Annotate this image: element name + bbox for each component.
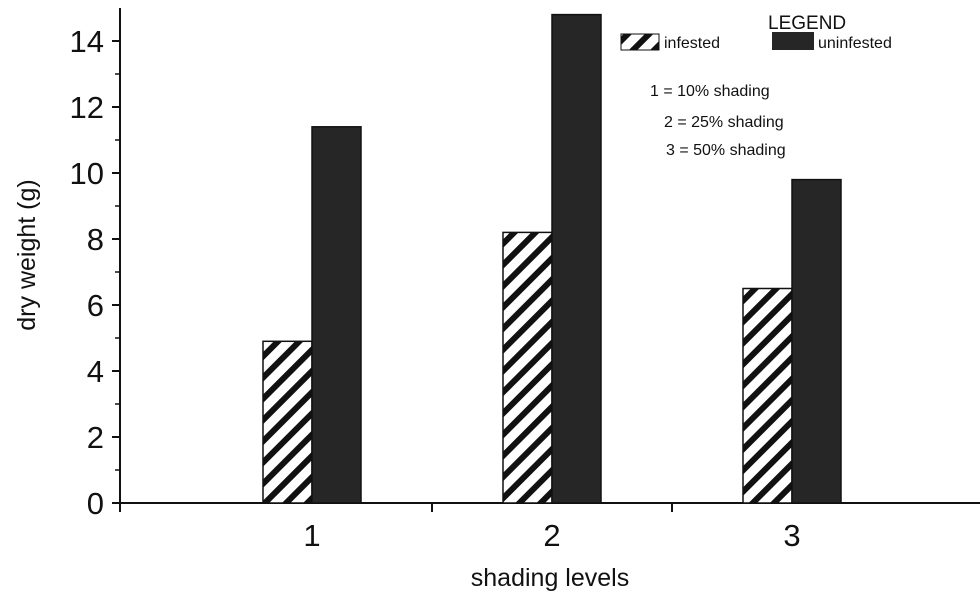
- y-axis-title: dry weight (g): [13, 179, 41, 330]
- bar-uninfested-3: [791, 178, 842, 504]
- legend-title: LEGEND: [768, 13, 846, 34]
- bar-infested-1: [262, 340, 313, 504]
- y-tick-label-4: 4: [87, 354, 104, 389]
- x-axis-title: shading levels: [471, 564, 629, 592]
- y-tick-label-8: 8: [87, 222, 104, 257]
- x-ticks: 1 2 3: [119, 503, 801, 553]
- legend-note-3: 3 = 50% shading: [666, 142, 786, 159]
- bar-uninfested-2: [551, 13, 602, 504]
- y-ticks: 0 2 4 6 8 10 12 14: [70, 24, 120, 521]
- y-tick-label-6: 6: [87, 288, 104, 323]
- y-tick-label-0: 0: [87, 486, 104, 521]
- legend: LEGEND infested uninfested 1 = 10% shadi…: [620, 13, 892, 159]
- y-tick-label-10: 10: [70, 156, 104, 191]
- bar-infested-3: [742, 287, 793, 504]
- legend-label-infested: infested: [664, 35, 720, 52]
- bar-uninfested-1: [311, 126, 362, 504]
- x-tick-label-2: 2: [543, 518, 560, 553]
- x-tick-label-3: 3: [783, 518, 800, 553]
- legend-note-2: 2 = 25% shading: [664, 114, 784, 131]
- legend-swatch-uninfested: [772, 32, 814, 50]
- legend-note-1: 1 = 10% shading: [650, 83, 770, 100]
- legend-label-uninfested: uninfested: [818, 35, 892, 52]
- bar-infested-2: [502, 231, 553, 504]
- legend-swatch-infested: [620, 33, 660, 51]
- y-tick-label-2: 2: [87, 420, 104, 455]
- y-tick-label-14: 14: [70, 24, 104, 59]
- y-tick-label-12: 12: [70, 90, 104, 125]
- x-tick-label-1: 1: [303, 518, 320, 553]
- bars: [262, 13, 842, 504]
